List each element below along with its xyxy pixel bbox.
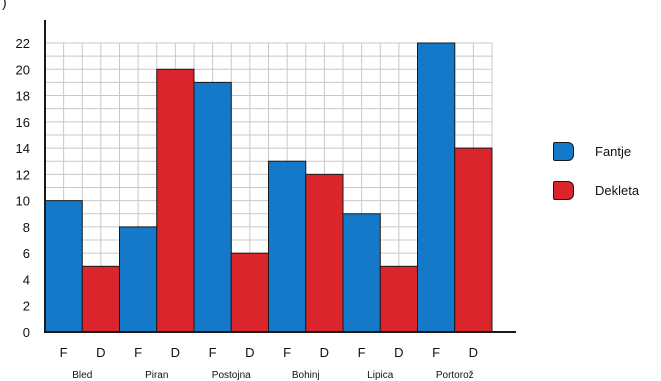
- y-tick-label: 0: [23, 325, 30, 340]
- corner-label: ): [2, 0, 7, 10]
- bar-portorož-dekleta: [454, 147, 493, 333]
- bar-sublabel: D: [469, 345, 478, 360]
- bar-bled-dekleta: [81, 265, 120, 333]
- bar-bohinj-fantje: [268, 160, 307, 333]
- legend-swatch-dekleta: [553, 180, 574, 200]
- group-label-0: Bled: [72, 370, 92, 381]
- group-label-1: Piran: [145, 370, 168, 381]
- y-tick-label: 20: [16, 62, 30, 77]
- legend: Fantje Dekleta: [553, 140, 639, 218]
- y-tick-label: 10: [16, 194, 30, 209]
- bar-sublabel: D: [320, 345, 329, 360]
- legend-label-fantje: Fantje: [595, 143, 632, 159]
- y-tick-label: 16: [16, 115, 30, 130]
- bar-sublabel: D: [245, 345, 254, 360]
- bar-postojna-dekleta: [230, 252, 269, 333]
- bar-portorož-fantje: [417, 42, 456, 333]
- bar-sublabel: D: [171, 345, 180, 360]
- y-tick-label: 18: [16, 89, 30, 104]
- y-tick-label: 14: [16, 141, 30, 156]
- bar-postojna-fantje: [193, 81, 232, 333]
- bar-lipica-dekleta: [379, 265, 418, 333]
- bar-piran-fantje: [119, 226, 158, 333]
- group-label-4: Lipica: [367, 370, 394, 381]
- axes: [44, 20, 516, 333]
- group-label-2: Postojna: [212, 370, 251, 381]
- group-label-3: Bohinj: [292, 370, 320, 381]
- y-tick-label: 8: [23, 220, 30, 235]
- bar-piran-dekleta: [156, 68, 195, 333]
- bar-sublabel: D: [394, 345, 403, 360]
- legend-swatch-fantje: [553, 141, 574, 161]
- y-tick-label: 22: [16, 36, 30, 51]
- legend-label-dekleta: Dekleta: [595, 182, 640, 198]
- bar-sublabel: F: [134, 345, 142, 360]
- bar-sublabel: F: [358, 345, 366, 360]
- bar-sublabel: F: [283, 345, 291, 360]
- y-tick-label: 6: [23, 246, 30, 261]
- legend-item-dekleta: Dekleta: [553, 179, 639, 201]
- y-tick-label: 4: [23, 272, 30, 287]
- bar-sublabel: F: [60, 345, 68, 360]
- y-tick-label: 2: [23, 299, 30, 314]
- bar-sublabel: D: [96, 345, 105, 360]
- group-label-5: Portorož: [436, 370, 474, 381]
- bar-lipica-fantje: [342, 213, 381, 333]
- y-tick-label: 12: [16, 167, 30, 182]
- legend-item-fantje: Fantje: [553, 140, 639, 162]
- bar-bled-fantje: [44, 200, 83, 333]
- bars: [44, 42, 493, 333]
- bar-bohinj-dekleta: [305, 173, 344, 333]
- bar-sublabel: F: [209, 345, 217, 360]
- bar-sublabel: F: [432, 345, 440, 360]
